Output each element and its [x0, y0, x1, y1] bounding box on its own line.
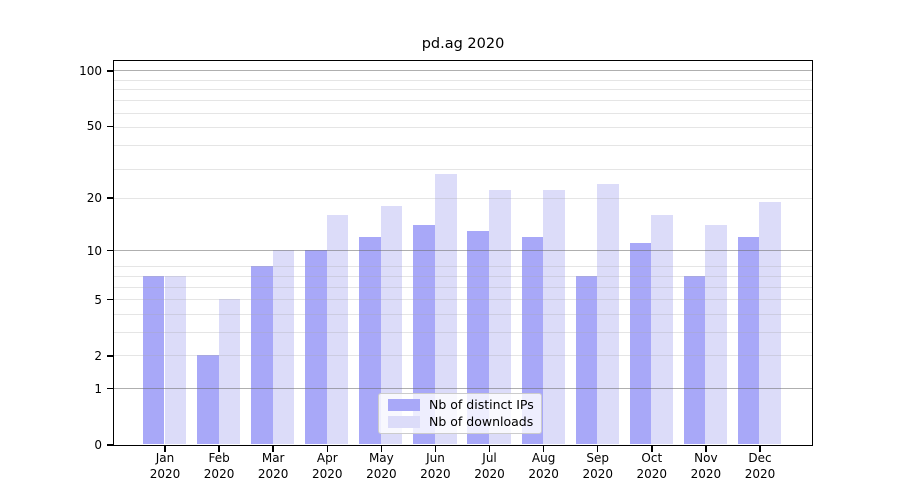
bar-distinct-ips	[196, 355, 219, 445]
x-axis-tick	[164, 446, 166, 452]
x-axis-label: Jul 2020	[474, 451, 505, 481]
y-axis-tick	[107, 444, 113, 446]
y-axis-label: 0	[94, 438, 102, 452]
bar-downloads	[272, 250, 295, 445]
bar-distinct-ips	[251, 266, 273, 445]
bar-distinct-ips	[629, 243, 652, 445]
y-axis-tick	[107, 197, 113, 199]
x-axis-tick	[380, 446, 383, 452]
minor-gridline	[113, 197, 812, 199]
minor-gridline	[113, 286, 812, 288]
x-axis-tick	[651, 446, 653, 452]
minor-gridline	[113, 112, 812, 114]
legend-label: Nb of downloads	[429, 414, 534, 429]
legend-item: Nb of distinct IPs	[379, 398, 541, 412]
x-axis-tick	[542, 446, 545, 452]
x-axis-label: Feb 2020	[203, 451, 235, 481]
legend-swatch-distinct-ips	[388, 399, 420, 411]
x-axis-label: Jun 2020	[420, 451, 451, 481]
x-axis-label: Aug 2020	[528, 451, 559, 481]
x-axis-tick	[326, 446, 328, 452]
minor-gridline	[113, 145, 812, 147]
bar-downloads	[326, 214, 349, 445]
bar-distinct-ips	[737, 236, 760, 445]
major-gridline	[113, 70, 812, 72]
y-axis-tick	[107, 249, 113, 252]
minor-gridline	[113, 355, 812, 357]
x-axis-tick	[272, 446, 274, 452]
bar-downloads	[489, 190, 511, 445]
bar-distinct-ips	[359, 236, 381, 445]
x-axis-tick	[434, 446, 437, 452]
major-gridline	[113, 250, 812, 252]
minor-gridline	[113, 332, 812, 334]
bar-distinct-ips	[521, 236, 544, 445]
chart-title: pd.ag 2020	[421, 36, 505, 52]
bar-downloads	[434, 174, 457, 445]
x-axis-tick	[759, 446, 761, 452]
bar-distinct-ips	[305, 250, 327, 445]
bar-downloads	[543, 190, 565, 445]
minor-gridline	[113, 299, 812, 301]
minor-gridline	[113, 127, 812, 129]
y-axis-label: 100	[79, 63, 102, 78]
minor-gridline	[113, 89, 812, 91]
minor-gridline	[113, 100, 812, 102]
x-axis-label: May 2020	[366, 451, 397, 481]
x-axis-label: Jan 2020	[149, 451, 181, 481]
bar-downloads	[380, 205, 403, 445]
bar-distinct-ips	[413, 224, 435, 445]
bar-distinct-ips	[142, 275, 165, 445]
x-axis-tick	[488, 446, 491, 452]
legend-label: Nb of distinct IPs	[429, 397, 534, 412]
bar-distinct-ips	[575, 275, 598, 445]
bar-distinct-ips	[683, 275, 706, 445]
legend: Nb of distinct IPs Nb of downloads	[378, 393, 542, 434]
minor-gridline	[113, 79, 812, 81]
bar-downloads	[705, 224, 727, 445]
x-axis-label: Nov 2020	[690, 451, 722, 481]
y-axis-tick	[107, 125, 113, 127]
y-axis-label: 10	[86, 243, 102, 258]
legend-item: Nb of downloads	[379, 415, 541, 429]
bar-downloads	[651, 214, 673, 445]
legend-swatch-downloads	[388, 416, 420, 428]
minor-gridline	[113, 168, 812, 170]
x-axis-tick	[705, 446, 707, 452]
major-gridline	[113, 388, 812, 390]
bar-downloads	[597, 183, 619, 445]
y-axis-label: 20	[86, 191, 102, 206]
y-axis-label: 1	[94, 381, 102, 396]
x-axis-label: Sep 2020	[582, 451, 613, 481]
x-axis-tick	[218, 446, 220, 452]
y-axis-label: 5	[94, 292, 102, 307]
plot-area	[112, 59, 813, 446]
bar-downloads	[759, 201, 782, 445]
x-axis-label: Mar 2020	[257, 451, 289, 481]
y-axis-tick	[107, 70, 113, 72]
x-axis-label: Apr 2020	[311, 451, 343, 481]
y-axis-tick	[107, 299, 113, 301]
x-axis-label: Dec 2020	[744, 451, 776, 481]
y-axis-tick	[107, 388, 113, 390]
x-axis-label: Oct 2020	[636, 451, 668, 481]
y-axis-label: 2	[94, 348, 102, 363]
minor-gridline	[113, 266, 812, 268]
y-axis-label: 50	[86, 119, 102, 134]
minor-gridline	[113, 275, 812, 277]
bar-distinct-ips	[467, 230, 490, 445]
y-axis-tick	[107, 355, 113, 357]
bar-downloads	[218, 299, 241, 445]
bar-downloads	[164, 275, 187, 445]
minor-gridline	[113, 314, 812, 315]
x-axis-tick	[597, 446, 599, 452]
